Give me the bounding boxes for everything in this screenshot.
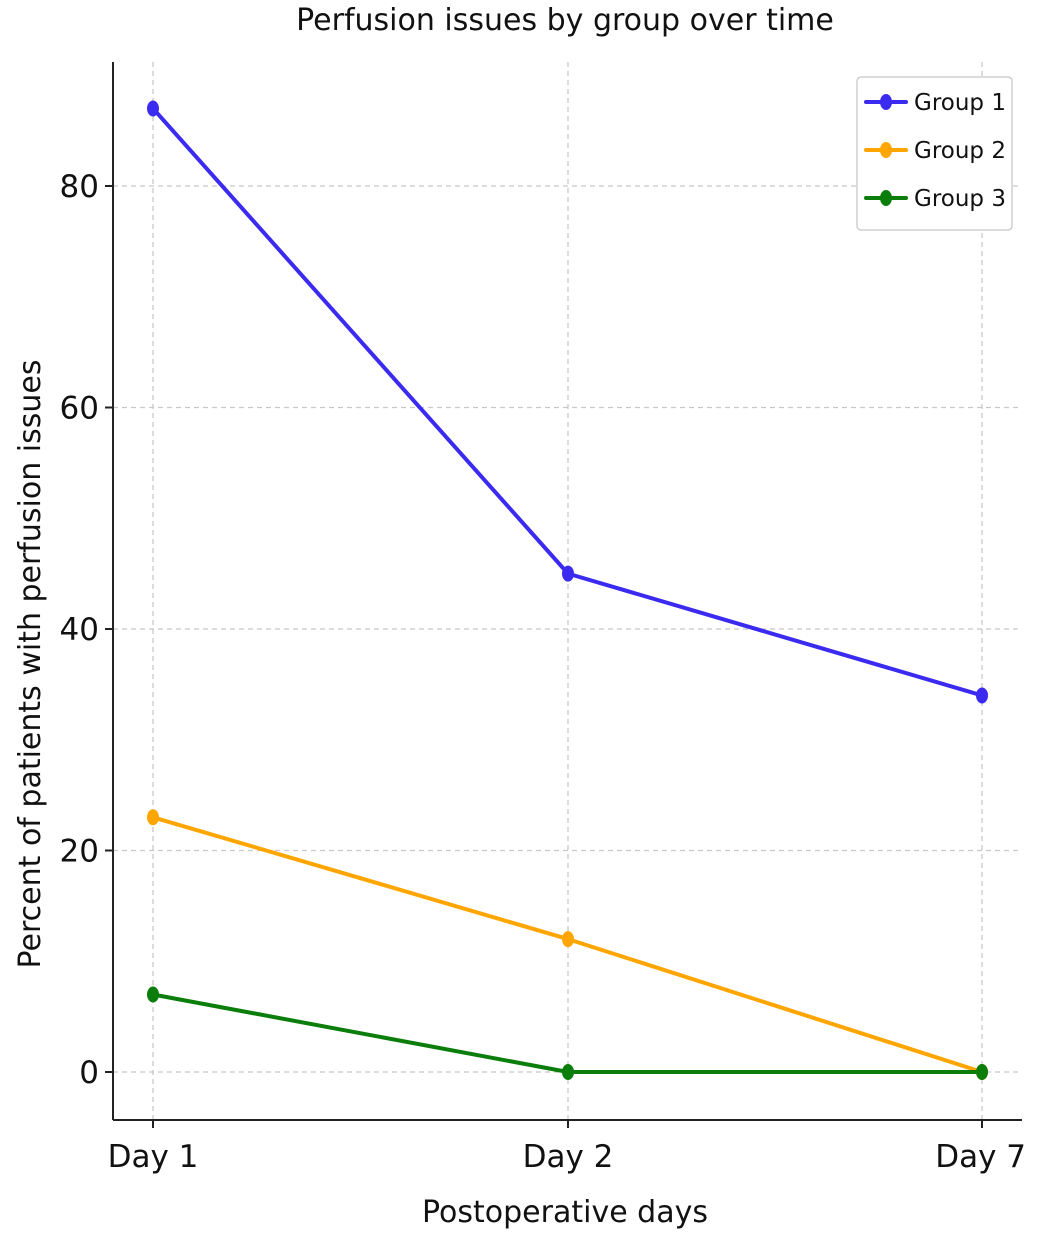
y-tick-label: 60 bbox=[60, 391, 99, 427]
data-point-group-2 bbox=[562, 931, 574, 948]
data-point-group-1 bbox=[147, 100, 159, 117]
ticks: 0 20 40 60 80 Day 1 Day 2 Day 7 bbox=[60, 169, 1026, 1175]
legend: Group 1 Group 2 Group 3 bbox=[856, 76, 1013, 231]
legend-marker-group-1 bbox=[880, 94, 892, 110]
y-tick-label: 0 bbox=[79, 1055, 99, 1091]
data-point-group-1 bbox=[562, 565, 574, 582]
x-tick-label: Day 1 bbox=[108, 1139, 199, 1175]
legend-items: Group 1 Group 2 Group 3 bbox=[864, 90, 1006, 212]
legend-label-group-1: Group 1 bbox=[914, 90, 1006, 116]
data-point-group-2 bbox=[147, 809, 159, 826]
y-axis-label: Percent of patients with perfusion issue… bbox=[13, 360, 48, 969]
data-point-group-3 bbox=[147, 986, 159, 1003]
chart-title: Perfusion issues by group over time bbox=[296, 3, 834, 38]
x-tick-label: Day 2 bbox=[523, 1139, 614, 1175]
y-tick-label: 40 bbox=[60, 612, 99, 648]
data-point-group-3 bbox=[562, 1064, 574, 1080]
x-tick-label: Day 7 bbox=[935, 1139, 1026, 1175]
legend-marker-group-3 bbox=[880, 190, 892, 206]
y-tick-label: 20 bbox=[60, 834, 99, 870]
y-tick-label: 80 bbox=[60, 169, 99, 205]
x-axis-label: Postoperative days bbox=[422, 1195, 708, 1230]
legend-label-group-2: Group 2 bbox=[914, 138, 1006, 164]
legend-box bbox=[856, 76, 1013, 231]
legend-marker-group-2 bbox=[880, 142, 892, 158]
data-point-group-1 bbox=[976, 687, 988, 704]
data-point-group-3 bbox=[976, 1064, 988, 1080]
series-points bbox=[147, 100, 988, 1080]
legend-label-group-3: Group 3 bbox=[914, 186, 1006, 212]
